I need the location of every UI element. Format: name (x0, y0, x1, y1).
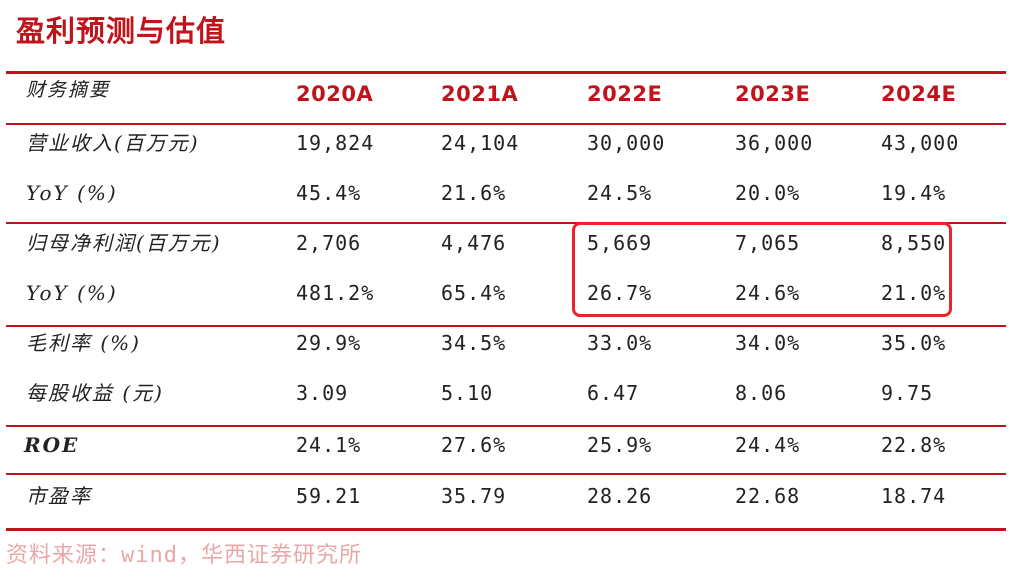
table-cell: 6.47 (587, 381, 640, 405)
table-cell: 22.68 (735, 484, 801, 508)
table-cell: 7,065 (735, 231, 801, 255)
table-cell: 33.0% (587, 331, 653, 355)
row-group-divider-3 (6, 425, 1006, 427)
table-cell: 22.8% (881, 433, 947, 457)
table-cell: 27.6% (441, 433, 507, 457)
table-cell: 34.5% (441, 331, 507, 355)
table-cell: 2,706 (296, 231, 362, 255)
table-cell: 26.7% (587, 281, 653, 305)
table-cell: 21.6% (441, 181, 507, 205)
table-cell: 21.0% (881, 281, 947, 305)
row-group-divider-1 (6, 222, 1006, 224)
table-bottom-rule (6, 528, 1006, 531)
table-cell: 24.6% (735, 281, 801, 305)
row-label: YoY (%) (26, 181, 118, 205)
table-cell: 9.75 (881, 381, 934, 405)
table-cell: 5,669 (587, 231, 653, 255)
table-cell: 19.4% (881, 181, 947, 205)
row-group-divider-4 (6, 473, 1006, 475)
table-cell: 20.0% (735, 181, 801, 205)
table-top-rule (6, 71, 1006, 74)
table-cell: 30,000 (587, 131, 666, 155)
row-label: 营业收入(百万元) (26, 131, 200, 155)
page-title: 盈利预测与估值 (16, 14, 227, 48)
table-cell: 481.2% (296, 281, 375, 305)
table-cell: 24.1% (296, 433, 362, 457)
table-cell: 65.4% (441, 281, 507, 305)
table-cell: 36,000 (735, 131, 814, 155)
table-cell: 34.0% (735, 331, 801, 355)
row-label: YoY (%) (26, 281, 118, 305)
row-label: 每股收益 (元) (26, 381, 164, 405)
header-label: 财务摘要 (26, 79, 111, 101)
table-cell: 35.79 (441, 484, 507, 508)
row-label: 归母净利润(百万元) (26, 231, 222, 255)
row-group-divider-2 (6, 325, 1006, 327)
header-year: 2021A (441, 82, 519, 106)
table-cell: 59.21 (296, 484, 362, 508)
table-cell: 24.4% (735, 433, 801, 457)
header-divider (6, 123, 1006, 125)
row-label: 毛利率 (%) (26, 331, 141, 355)
header-year: 2024E (881, 82, 957, 106)
table-cell: 43,000 (881, 131, 960, 155)
table-cell: 24,104 (441, 131, 520, 155)
net-profit-forecast-highlight-box (572, 222, 952, 317)
header-year: 2023E (735, 82, 811, 106)
row-label: 市盈率 (26, 484, 92, 508)
header-year: 2022E (587, 82, 663, 106)
table-cell: 45.4% (296, 181, 362, 205)
table-cell: 4,476 (441, 231, 507, 255)
table-cell: 8,550 (881, 231, 947, 255)
table-cell: 5.10 (441, 381, 494, 405)
table-cell: 3.09 (296, 381, 349, 405)
row-label: ROE (24, 433, 80, 457)
table-cell: 24.5% (587, 181, 653, 205)
source-note: 资料来源：wind，华西证券研究所 (6, 543, 362, 568)
table-cell: 18.74 (881, 484, 947, 508)
table-cell: 25.9% (587, 433, 653, 457)
header-year: 2020A (296, 82, 374, 106)
table-cell: 29.9% (296, 331, 362, 355)
table-cell: 35.0% (881, 331, 947, 355)
table-cell: 8.06 (735, 381, 788, 405)
table-cell: 19,824 (296, 131, 375, 155)
table-cell: 28.26 (587, 484, 653, 508)
